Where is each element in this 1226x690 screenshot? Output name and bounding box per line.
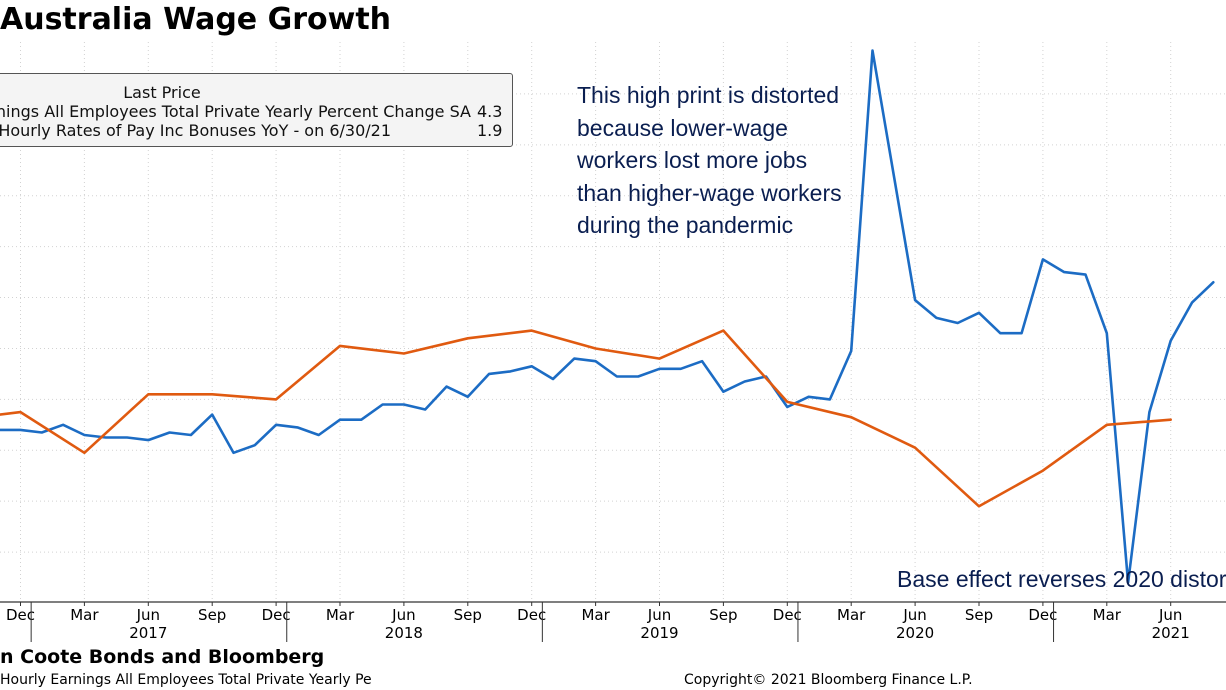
x-tick-label: Sep — [709, 606, 737, 624]
legend-value-earnings: 4.3 — [477, 102, 503, 121]
legend-header: Last Price — [123, 83, 201, 102]
chart-title-text: Australia Wage Growth — [0, 2, 392, 37]
x-year-label: 2017 — [129, 624, 167, 642]
x-tick-label: Sep — [198, 606, 226, 624]
annotation-line: because lower-wage — [577, 114, 788, 141]
x-tick-label: Sep — [965, 606, 993, 624]
annotation-distortion: This high print is distorted because low… — [577, 79, 842, 242]
x-tick-label: Mar — [70, 606, 99, 624]
x-tick-label: Dec — [773, 606, 802, 624]
x-tick-label: Mar — [581, 606, 610, 624]
legend-name-earnings: Earnings All Employees Total Private Yea… — [0, 102, 471, 121]
footer-series-name: Hourly Earnings All Employees Total Priv… — [0, 672, 372, 688]
grid-lines — [0, 42, 1226, 602]
x-axis: Dec Mar Jun Sep Dec Mar Jun Sep Dec Mar Jun Sep Dec M… — [0, 601, 1226, 642]
x-tick-label: Dec — [6, 606, 35, 624]
x-tick-label: Dec — [262, 606, 291, 624]
x-tick-label: Mar — [837, 606, 866, 624]
x-tick-label: Mar — [1093, 606, 1122, 624]
x-tick-label: Dec — [517, 606, 546, 624]
legend-box: Last Price Earnings All Employees Total … — [0, 73, 513, 147]
footer-copyright: Copyright© 2021 Bloomberg Finance L.P. — [684, 672, 973, 688]
x-year-label: 2020 — [896, 624, 934, 642]
annotation-line: This high print is distorted — [577, 82, 840, 108]
x-tick-label: Jun — [1158, 606, 1182, 624]
legend-value-hourly-rates: 1.9 — [477, 121, 503, 140]
x-tick-label: Jun — [136, 606, 160, 624]
x-tick-label: Jun — [647, 606, 671, 624]
x-tick-label: Sep — [454, 606, 482, 624]
x-year-label: 2018 — [385, 624, 423, 642]
x-year-label: 2021 — [1152, 624, 1190, 642]
x-tick-label: Jun — [902, 606, 926, 624]
annotation-line: than higher-wage workers — [577, 179, 842, 206]
series-lines — [0, 49, 1215, 584]
annotation-line: workers lost more jobs — [577, 147, 808, 173]
x-tick-label: Jun — [391, 606, 415, 624]
x-tick-label: Dec — [1028, 606, 1057, 624]
x-tick-label: Mar — [326, 606, 355, 624]
source-label: n Coote Bonds and Bloomberg — [0, 646, 325, 668]
annotation-base-effect: Base effect reverses 2020 distor — [897, 566, 1226, 592]
annotation-line: during the pandermic — [577, 212, 794, 238]
series-line-hourly-rates — [0, 329, 1172, 508]
chart-title: Australia Wage Growth — [0, 2, 391, 37]
x-year-label: 2019 — [640, 624, 678, 642]
legend-name-hourly-rates: Hourly Rates of Pay Inc Bonuses YoY - on… — [0, 121, 391, 140]
series-line-earnings — [0, 49, 1215, 584]
